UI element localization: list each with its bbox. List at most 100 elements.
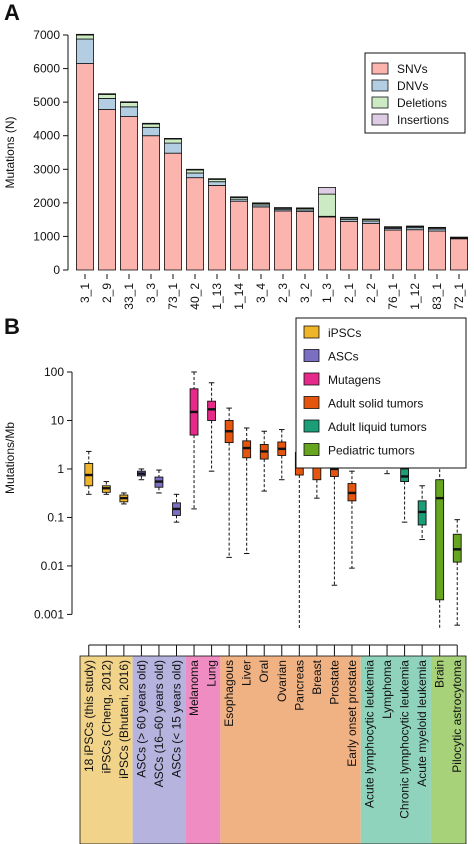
x-tick-label-b: Acute myeloid leukemia (415, 660, 429, 787)
x-tick-label-a: 33_1 (122, 283, 136, 310)
y-tick-label-b: 0.01 (41, 559, 65, 573)
x-tick-label-b: ASCs (16–60 years old) (152, 660, 166, 787)
y-axis-label-a: Mutations (N) (3, 116, 17, 188)
x-tick-label-b: Acute lymphocytic leukemia (363, 660, 377, 808)
bar-segment (362, 222, 380, 271)
bar-segment (296, 211, 314, 271)
group-band (430, 656, 466, 844)
x-tick-label-b: Pancreas (292, 660, 306, 711)
x-tick-label-b: Chronic lymphocytic leukemia (398, 660, 412, 819)
y-tick-label-b: 100 (44, 365, 64, 379)
x-tick-label-b: Liver (240, 660, 254, 686)
x-tick-label-a: 3_3 (144, 283, 158, 303)
bar-segment (186, 169, 204, 174)
legend-swatch-a (371, 96, 389, 109)
x-tick-label-a: 2_2 (364, 283, 378, 303)
bar-segment (318, 187, 336, 195)
bar-segment (186, 168, 204, 171)
group-band (360, 656, 431, 844)
group-band (80, 656, 133, 844)
x-tick-label-b: Prostate (327, 660, 341, 705)
x-tick-label-a: 2_1 (342, 283, 356, 303)
bar-segment (186, 177, 204, 271)
y-tick-label-a: 4000 (33, 129, 60, 143)
bar-segment (76, 33, 94, 36)
bar-segment (76, 34, 94, 40)
x-tick-label-a: 83_1 (430, 283, 444, 310)
bar-segment (274, 207, 292, 209)
legend-swatch-b (303, 372, 320, 386)
x-tick-label-a: 73_1 (166, 283, 180, 310)
group-band (185, 656, 221, 844)
bar-segment (362, 218, 380, 221)
x-tick-label-b: ASCs (< 15 years old) (170, 660, 184, 778)
legend-label-b: Adult solid tumors (328, 397, 423, 411)
bar-segment (296, 207, 314, 209)
legend-box-b (295, 317, 467, 469)
x-tick-label-b: ASCs (> 60 years old) (134, 660, 148, 778)
bar-segment (142, 123, 160, 128)
legend-swatch-b (303, 396, 320, 409)
y-axis-label-b: Mutations/Mb (3, 422, 17, 494)
legend-swatch-a (371, 62, 389, 75)
bar-segment (120, 102, 138, 108)
bar-segment (340, 216, 358, 219)
x-tick-label-b: Esophagous (222, 660, 236, 727)
legend-label-a: DNVs (397, 79, 428, 93)
bar-segment (252, 202, 270, 204)
x-tick-label-a: 2_9 (100, 283, 114, 303)
y-tick-label-a: 1000 (33, 229, 60, 243)
legend-swatch-b (303, 443, 320, 456)
bar-segment (142, 126, 160, 137)
x-tick-label-b: iPSCs (Bhutani, 2016) (117, 660, 131, 779)
y-tick-label-a: 5000 (33, 95, 60, 109)
bar-segment (76, 38, 94, 64)
box (242, 440, 252, 459)
legend-swatch-a (371, 79, 389, 92)
y-tick-label-a: 3000 (33, 162, 60, 176)
box (207, 400, 216, 421)
x-tick-label-b: Ovarian (275, 660, 289, 702)
legend-swatch-b (303, 419, 320, 433)
box (400, 468, 409, 482)
legend-label-a: Deletions (397, 96, 447, 110)
bar-segment (208, 178, 226, 180)
bar-segment (98, 98, 116, 110)
x-tick-label-b: Oral (257, 660, 271, 683)
legend-label-a: SNVs (397, 62, 428, 76)
bar-segment (450, 238, 468, 271)
bar-segment (142, 135, 160, 271)
y-tick-label-a: 0 (53, 263, 60, 277)
bar-segment (142, 122, 160, 125)
x-tick-label-a: 40_2 (188, 283, 202, 310)
bar-segment (252, 206, 270, 271)
x-tick-label-b: Brain (433, 660, 447, 688)
x-tick-label-a: 3_2 (298, 283, 312, 303)
group-band (220, 656, 361, 844)
y-tick-label-a: 7000 (33, 28, 60, 42)
x-tick-label-a: 76_1 (386, 283, 400, 310)
x-tick-label-a: 72_1 (452, 283, 466, 310)
bar-segment (384, 229, 402, 271)
bar-segment (274, 210, 292, 271)
x-tick-label-a: 1_3 (320, 283, 334, 303)
bar-segment (164, 138, 182, 144)
legend-swatch-b (303, 325, 320, 339)
y-tick-label-b: 0.1 (47, 510, 64, 524)
bar-segment (164, 137, 182, 140)
bar-segment (120, 101, 138, 103)
x-tick-label-a: 1_12 (408, 283, 422, 310)
x-tick-label-b: Early onset prostate (345, 660, 359, 767)
band-frame (79, 655, 467, 844)
bar-segment (76, 63, 94, 271)
legend-swatch-a (371, 113, 389, 126)
bar-segment (98, 109, 116, 271)
x-tick-label-b: Melanoma (187, 660, 201, 716)
x-tick-label-b: Pilocytic astrocytoma (450, 660, 464, 773)
bar-segment (340, 220, 358, 271)
x-tick-label-b: Lung (205, 660, 219, 687)
bar-segment (230, 200, 248, 271)
legend-swatch-b (303, 349, 320, 362)
bar-segment (120, 116, 138, 271)
